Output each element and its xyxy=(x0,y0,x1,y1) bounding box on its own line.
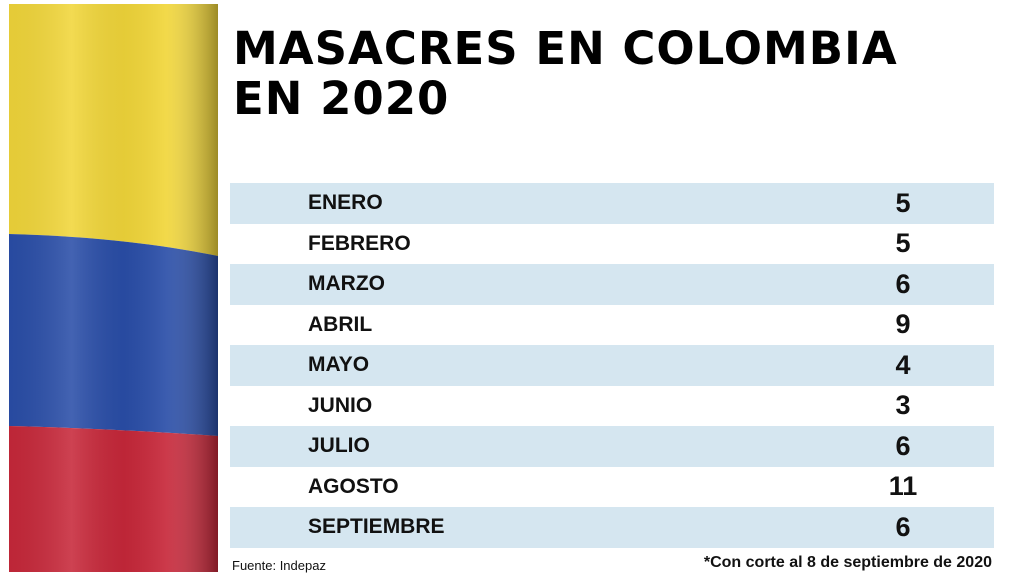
massacre-count: 4 xyxy=(895,349,911,380)
massacre-count: 5 xyxy=(895,187,911,218)
massacre-count: 6 xyxy=(895,511,911,542)
massacre-count: 6 xyxy=(895,430,911,461)
table-row: MAYO 4 xyxy=(230,345,994,386)
month-label: MAYO xyxy=(308,353,370,377)
month-label: FEBRERO xyxy=(308,231,411,255)
massacre-count: 6 xyxy=(895,268,911,299)
table-row: ENERO 5 xyxy=(230,183,994,224)
table-row: JUNIO 3 xyxy=(230,386,994,427)
page-title: MASACRES EN COLOMBIA EN 2020 xyxy=(233,24,1013,124)
table-row: SEPTIEMBRE 6 xyxy=(230,507,994,548)
massacre-count: 11 xyxy=(888,471,918,502)
table-row: ABRIL 9 xyxy=(230,305,994,346)
title-line-1: MASACRES EN COLOMBIA xyxy=(233,22,898,75)
table-row: MARZO 6 xyxy=(230,264,994,305)
colombia-flag-image xyxy=(9,4,218,572)
cutoff-note: *Con corte al 8 de septiembre de 2020 xyxy=(703,554,992,571)
month-label: MARZO xyxy=(308,272,385,296)
month-label: ABRIL xyxy=(308,312,373,336)
table-row: FEBRERO 5 xyxy=(230,224,994,265)
month-label: ENERO xyxy=(308,191,383,215)
month-label: JUNIO xyxy=(308,393,373,417)
table-row: JULIO 6 xyxy=(230,426,994,467)
massacre-count: 3 xyxy=(895,390,911,421)
massacre-count: 5 xyxy=(895,228,911,259)
massacres-table: ENERO 5 FEBRERO 5 MARZO 6 ABRIL 9 MAYO 4 JUNIO 3 JUL… xyxy=(230,183,994,548)
month-label: SEPTIEMBRE xyxy=(308,515,445,539)
month-label: AGOSTO xyxy=(308,474,399,498)
table-row: AGOSTO 11 xyxy=(230,467,994,508)
flag-icon xyxy=(9,4,218,572)
month-label: JULIO xyxy=(308,434,370,458)
title-line-2: EN 2020 xyxy=(233,72,450,125)
massacre-count: 9 xyxy=(895,309,911,340)
source-note: Fuente: Indepaz xyxy=(232,558,326,573)
